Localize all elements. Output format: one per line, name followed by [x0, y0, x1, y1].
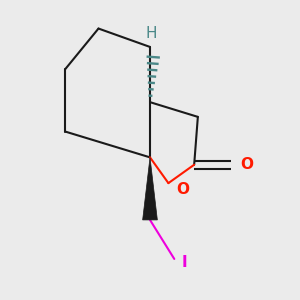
Polygon shape: [142, 158, 158, 220]
Text: H: H: [146, 26, 157, 41]
Text: I: I: [182, 255, 187, 270]
Text: O: O: [176, 182, 189, 196]
Text: O: O: [240, 157, 253, 172]
